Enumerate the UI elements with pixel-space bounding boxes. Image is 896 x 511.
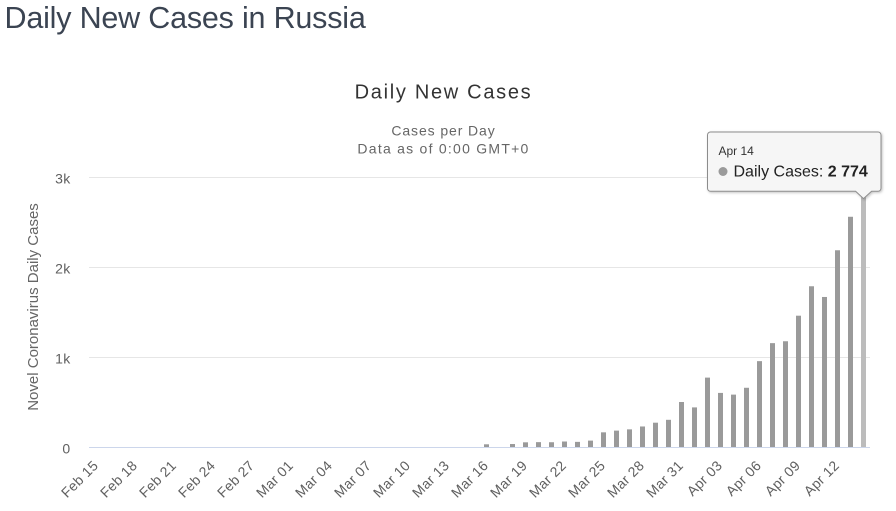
svg-text:Mar 13: Mar 13 xyxy=(409,457,452,500)
svg-text:Mar 31: Mar 31 xyxy=(643,457,686,500)
svg-text:0: 0 xyxy=(62,441,70,457)
svg-text:Mar 10: Mar 10 xyxy=(370,457,413,500)
svg-text:Apr 06: Apr 06 xyxy=(722,457,764,499)
svg-text:Apr 14: Apr 14 xyxy=(719,144,755,158)
svg-text:Mar 28: Mar 28 xyxy=(604,457,647,500)
svg-text:Daily New Cases: Daily New Cases xyxy=(355,82,533,104)
svg-text:2k: 2k xyxy=(55,261,71,277)
svg-text:Feb 21: Feb 21 xyxy=(136,457,179,500)
svg-text:Daily Cases: 2 774: Daily Cases: 2 774 xyxy=(734,164,868,181)
svg-text:Feb 18: Feb 18 xyxy=(97,457,140,500)
svg-text:Mar 19: Mar 19 xyxy=(487,457,530,500)
svg-text:Apr 12: Apr 12 xyxy=(800,457,842,499)
svg-text:Data as of 0:00 GMT+0: Data as of 0:00 GMT+0 xyxy=(357,141,529,157)
svg-text:Novel Coronavirus Daily Cases: Novel Coronavirus Daily Cases xyxy=(25,203,42,411)
svg-text:Apr 09: Apr 09 xyxy=(761,457,803,499)
svg-text:Apr 03: Apr 03 xyxy=(683,457,725,499)
svg-text:Mar 07: Mar 07 xyxy=(331,457,374,500)
svg-text:Mar 22: Mar 22 xyxy=(526,457,569,500)
svg-text:3k: 3k xyxy=(55,171,71,187)
svg-text:Cases per Day: Cases per Day xyxy=(391,123,495,139)
svg-text:Daily New Cases in Russia: Daily New Cases in Russia xyxy=(5,1,366,35)
svg-text:Feb 24: Feb 24 xyxy=(175,457,218,500)
svg-text:Feb 27: Feb 27 xyxy=(214,457,257,500)
svg-text:Mar 16: Mar 16 xyxy=(448,457,491,500)
svg-text:Mar 25: Mar 25 xyxy=(565,457,608,500)
svg-text:Feb 15: Feb 15 xyxy=(58,457,101,500)
svg-text:Mar 04: Mar 04 xyxy=(292,457,335,500)
svg-text:Mar 01: Mar 01 xyxy=(253,457,296,500)
svg-text:1k: 1k xyxy=(55,351,71,367)
